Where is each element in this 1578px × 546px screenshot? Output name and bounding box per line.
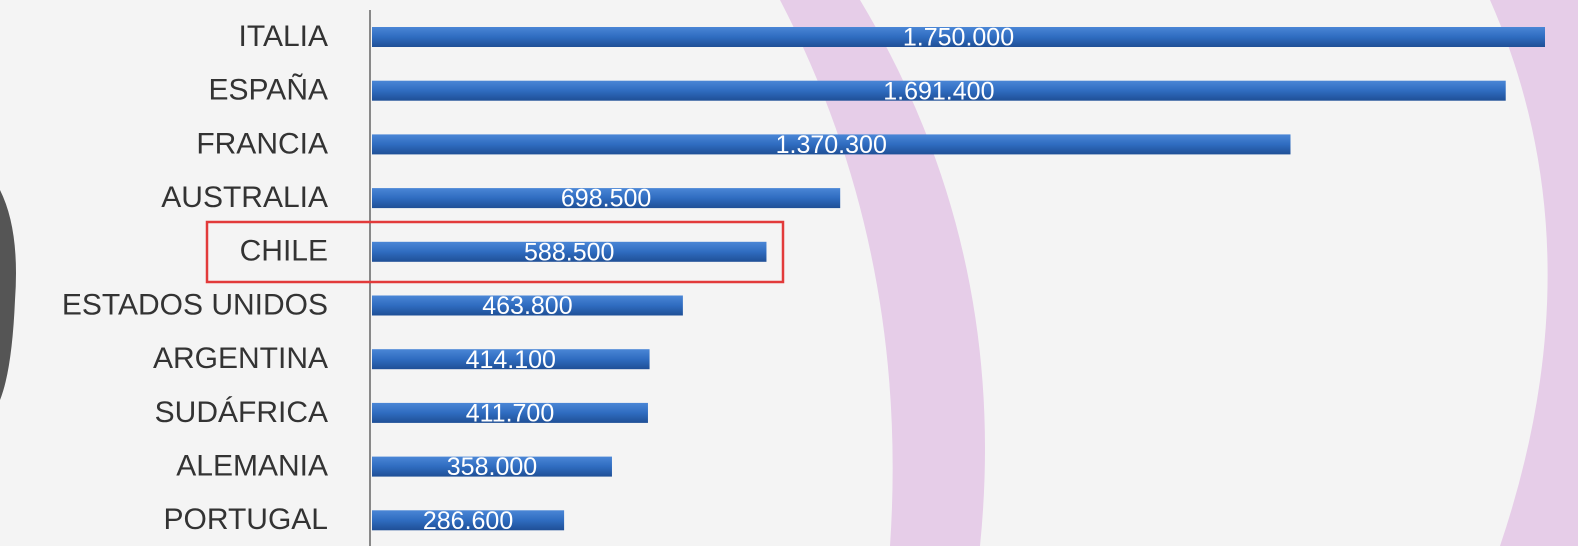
bar: [372, 241, 767, 262]
value-label: 1.691.400: [883, 77, 994, 105]
value-label: 286.600: [423, 507, 513, 535]
value-label: 698.500: [561, 185, 651, 213]
value-label: 358.000: [447, 453, 537, 481]
bar: [372, 295, 683, 316]
category-label: ESPAÑA: [209, 73, 329, 107]
category-label: SUDÁFRICA: [155, 396, 328, 429]
bar: [372, 510, 565, 531]
category-label: ITALIA: [239, 20, 328, 53]
value-label: 1.370.300: [776, 131, 887, 159]
value-label: 414.100: [466, 346, 556, 374]
bar: [372, 349, 650, 370]
category-label: PORTUGAL: [164, 503, 329, 536]
bar: [372, 27, 1545, 47]
decor-shape: [0, 190, 16, 400]
decor-arc: [1490, 0, 1578, 546]
category-label: ALEMANIA: [176, 450, 328, 483]
highlight-box: [205, 220, 785, 284]
decor-arc: [780, 0, 985, 546]
value-label: 588.500: [524, 238, 614, 266]
bar: [372, 134, 1291, 155]
category-label: CHILE: [240, 235, 328, 268]
value-label: 1.750.000: [903, 24, 1014, 52]
value-label: 463.800: [482, 292, 572, 320]
category-label: AUSTRALIA: [161, 181, 328, 214]
bar: [372, 80, 1506, 101]
value-label: 411.700: [466, 400, 555, 428]
bar: [372, 402, 648, 423]
category-label: FRANCIA: [196, 127, 328, 160]
category-label: ESTADOS UNIDOS: [62, 288, 328, 321]
bar: [372, 188, 841, 209]
category-label: ARGENTINA: [153, 342, 328, 375]
bar: [372, 456, 612, 477]
